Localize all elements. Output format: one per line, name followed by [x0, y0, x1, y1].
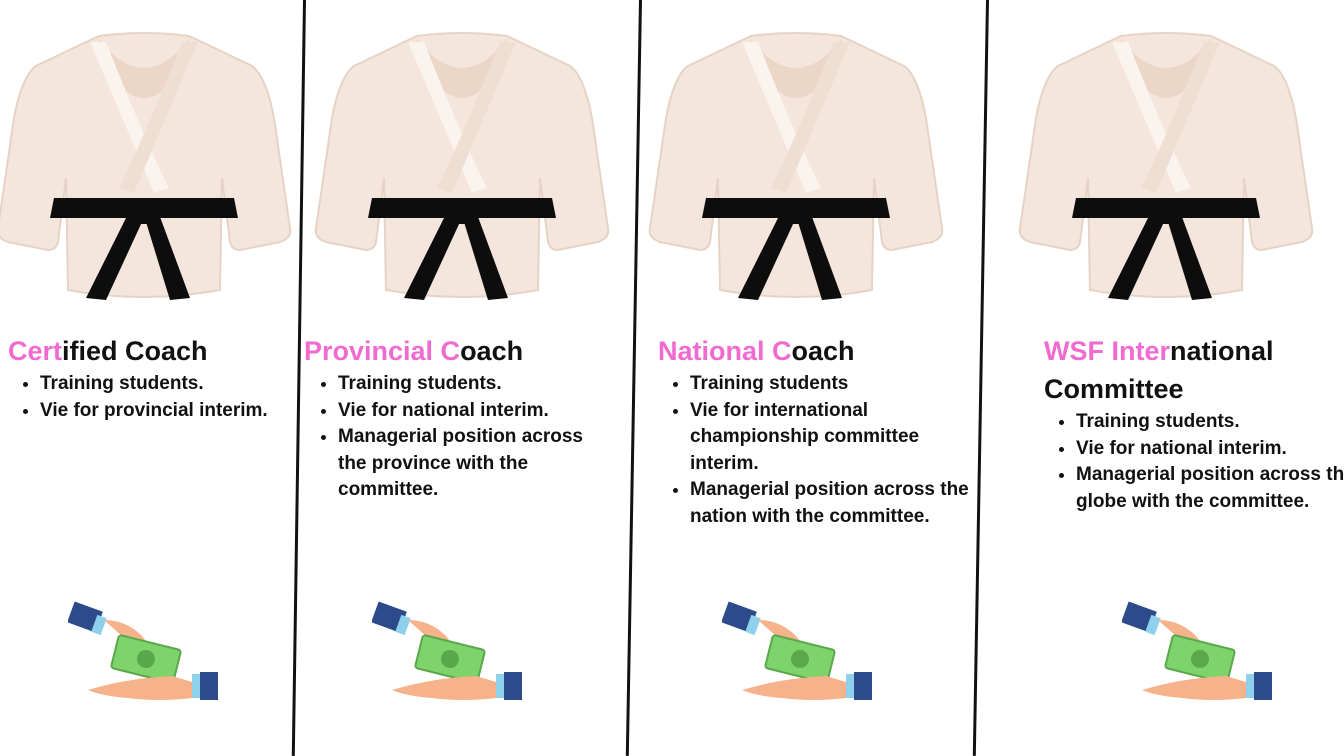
column-title: Provincial Coach — [304, 332, 523, 370]
certified-coach-column: Certified Coach Training students. Vie f… — [0, 0, 300, 756]
money-hand-icon — [68, 598, 218, 710]
list-item: Training students — [690, 371, 978, 398]
title-rest: ified Coach — [62, 336, 208, 366]
karate-gi-icon — [1016, 28, 1316, 308]
list-item: Managerial position across the nation wi… — [690, 477, 978, 530]
karate-gi-icon — [0, 28, 294, 308]
title-highlight: WSF Inter — [1044, 336, 1170, 366]
list-item: Managerial position across the province … — [338, 424, 610, 504]
bullet-list: Training students. Vie for national inte… — [304, 371, 610, 504]
column-title: National Coach — [658, 332, 855, 370]
title-rest: oach — [460, 336, 523, 366]
karate-gi-icon — [646, 28, 946, 308]
money-hand-icon — [372, 598, 522, 710]
list-item: Training students. — [338, 371, 610, 398]
column-title: Certified Coach — [8, 332, 208, 370]
money-hand-icon — [722, 598, 872, 710]
karate-gi-icon — [312, 28, 612, 308]
title-highlight: Provincial C — [304, 336, 460, 366]
list-item: Training students. — [40, 371, 320, 398]
list-item: Training students. — [1076, 409, 1344, 436]
title-highlight: National C — [658, 336, 792, 366]
title-rest: oach — [792, 336, 855, 366]
title-highlight: Cert — [8, 336, 62, 366]
national-coach-column: National Coach Training students Vie for… — [642, 0, 982, 756]
list-item: Vie for international championship commi… — [690, 398, 978, 478]
column-title: WSF International Committee — [1044, 332, 1334, 408]
list-item: Managerial position across the globe wit… — [1076, 462, 1344, 515]
bullet-list: Training students. Vie for provincial in… — [6, 371, 320, 424]
provincial-coach-column: Provincial Coach Training students. Vie … — [300, 0, 636, 756]
bullet-list: Training students Vie for international … — [656, 371, 978, 530]
money-hand-icon — [1122, 598, 1272, 710]
wsf-international-committee-column: WSF International Committee Training stu… — [990, 0, 1344, 756]
list-item: Vie for provincial interim. — [40, 398, 320, 425]
bullet-list: Training students. Vie for national inte… — [1042, 409, 1344, 515]
list-item: Vie for national interim. — [1076, 436, 1344, 463]
list-item: Vie for national interim. — [338, 398, 610, 425]
